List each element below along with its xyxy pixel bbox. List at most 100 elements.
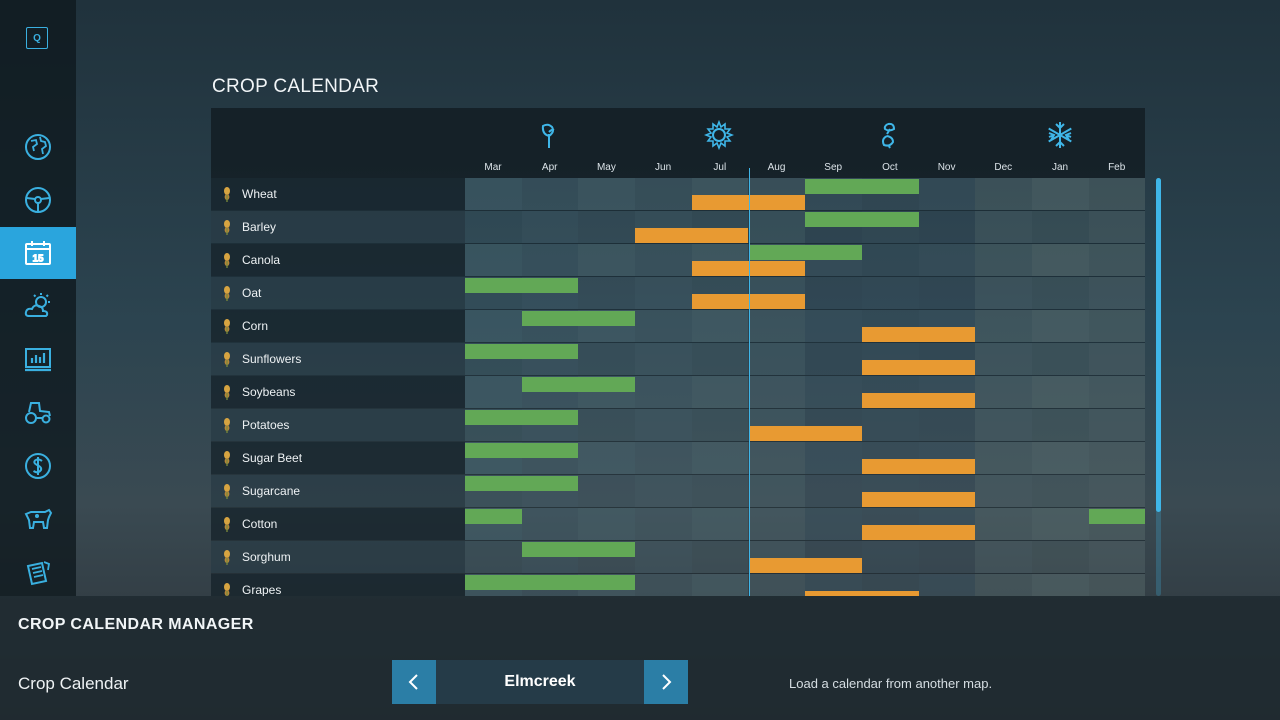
scrollbar-thumb[interactable] <box>1156 178 1161 512</box>
harvest-period-bar <box>635 228 749 243</box>
month-label: Apr <box>541 162 558 173</box>
calendar-cell <box>918 211 976 243</box>
crop-name-cell: Sugar Beet <box>211 442 465 474</box>
summer-sun-icon <box>703 119 735 151</box>
calendar-cell <box>1032 475 1089 507</box>
plant-period-bar <box>465 476 579 491</box>
month-label: Sep <box>824 162 843 173</box>
sidebar-item-animals[interactable] <box>0 493 76 545</box>
harvest-period-bar <box>861 393 976 408</box>
crop-row[interactable]: Sorghum <box>211 541 1145 574</box>
month-label: Dec <box>994 162 1013 173</box>
autumn-icon <box>874 120 904 150</box>
crop-name: Canola <box>242 253 281 267</box>
harvest-period-bar <box>748 426 862 441</box>
crop-calendar-selector[interactable]: Elmcreek <box>392 660 688 704</box>
crop-name: Cotton <box>242 517 278 531</box>
crop-row[interactable]: Barley <box>211 211 1145 244</box>
month-label: Jul <box>713 162 727 173</box>
calendar-cell <box>691 409 749 441</box>
calendar-cell <box>975 574 1032 596</box>
crop-row[interactable]: Sugarcane <box>211 475 1145 508</box>
sidebar-item-calendar[interactable]: 15 <box>0 227 76 279</box>
manager-title: CROP CALENDAR MANAGER <box>18 616 254 633</box>
calendar-cell <box>748 475 806 507</box>
calendar-cell <box>975 310 1032 342</box>
harvest-period-bar <box>691 261 806 276</box>
calendar-cell <box>1088 343 1145 375</box>
month-label: Mar <box>484 162 502 173</box>
calendar-cell <box>918 277 976 309</box>
calendar-cell <box>691 508 749 540</box>
crop-name-cell: Corn <box>211 310 465 342</box>
sunflower-icon <box>224 352 230 367</box>
calendar-cell <box>1032 343 1089 375</box>
sidebar: Q 15 <box>0 0 76 596</box>
calendar-cell <box>691 343 749 375</box>
calendar-cell <box>1032 508 1089 540</box>
next-button[interactable] <box>644 660 688 704</box>
month-label: Oct <box>882 162 898 173</box>
plant-period-bar <box>465 278 579 293</box>
calendar-cell <box>578 343 636 375</box>
crop-row[interactable]: Soybeans <box>211 376 1145 409</box>
crop-row[interactable]: Corn <box>211 310 1145 343</box>
sidebar-item-vehicles[interactable] <box>0 174 76 226</box>
sidebar-item-prices[interactable] <box>0 333 76 385</box>
calendar-cell <box>521 211 579 243</box>
plant-period-bar <box>465 410 579 425</box>
crop-row[interactable]: Grapes <box>211 574 1145 596</box>
crop-row[interactable]: Sugar Beet <box>211 442 1145 475</box>
previous-button[interactable] <box>392 660 436 704</box>
sidebar-item-contracts[interactable] <box>0 547 76 599</box>
calendar-cell <box>465 211 522 243</box>
crop-row[interactable]: Canola <box>211 244 1145 277</box>
calendar-cell <box>521 244 579 276</box>
calendar-cell <box>691 475 749 507</box>
month-label: Nov <box>937 162 956 173</box>
calendar-cell <box>1088 475 1145 507</box>
crop-name-cell: Potatoes <box>211 409 465 441</box>
sidebar-item-finances[interactable] <box>0 440 76 492</box>
crop-name: Sorghum <box>242 550 291 564</box>
calendar-cell <box>748 442 806 474</box>
calendar-cell <box>691 574 749 596</box>
crop-name-cell: Grapes <box>211 574 465 596</box>
sidebar-item-weather[interactable] <box>0 280 76 332</box>
calendar-cell <box>465 178 522 210</box>
crop-row[interactable]: Sunflowers <box>211 343 1145 376</box>
calendar-cell <box>748 343 806 375</box>
crop-calendar-manager: CROP CALENDAR MANAGER Crop Calendar Elmc… <box>0 596 1280 720</box>
barley-icon <box>224 220 230 235</box>
month-label: May <box>596 162 616 173</box>
crop-row[interactable]: Cotton <box>211 508 1145 541</box>
calendar-cell <box>748 508 806 540</box>
crop-calendar-table: Mar Apr May Jun Jul Aug Sep Oct Nov Dec Jan Feb Whe… <box>211 108 1145 596</box>
calendar-cell <box>635 178 692 210</box>
plant-period-bar <box>465 344 579 359</box>
sidebar-item-map[interactable] <box>0 121 76 173</box>
harvest-period-bar <box>748 558 862 573</box>
crop-row[interactable]: Potatoes <box>211 409 1145 442</box>
crop-name-cell: Sorghum <box>211 541 465 573</box>
calendar-cell <box>691 310 749 342</box>
calendar-cell <box>635 310 692 342</box>
calendar-cell <box>975 409 1032 441</box>
canola-icon <box>224 253 230 268</box>
oat-icon <box>224 286 230 301</box>
calendar-cell <box>975 376 1032 408</box>
calendar-cell <box>918 541 976 573</box>
sidebar-item-vehicles-list[interactable] <box>0 386 76 438</box>
month-label: Jan <box>1051 162 1069 173</box>
calendar-cell <box>1032 574 1089 596</box>
calendar-cell <box>521 178 579 210</box>
crop-row[interactable]: Oat <box>211 277 1145 310</box>
calendar-cell <box>861 244 919 276</box>
calendar-cell <box>1032 277 1089 309</box>
crop-name-cell: Sunflowers <box>211 343 465 375</box>
crop-name: Grapes <box>242 583 282 596</box>
q-key-hint[interactable]: Q <box>26 27 48 49</box>
cotton-icon <box>224 517 230 532</box>
crop-row[interactable]: Wheat <box>211 178 1145 211</box>
cow-icon <box>24 508 53 529</box>
